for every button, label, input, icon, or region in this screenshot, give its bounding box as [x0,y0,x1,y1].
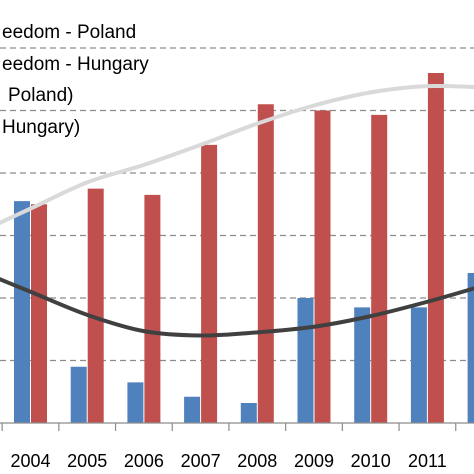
bar-poland-2007 [184,396,201,423]
bar-hungary-2007 [201,144,218,423]
trendlines [0,83,474,338]
gridlines [0,47,474,362]
trendline-poland [0,83,474,225]
bar-hungary-2010 [371,114,388,423]
bar-hungary-2006 [144,194,161,423]
x-tick-label-2007: 2007 [181,451,221,471]
bar-poland-2008 [240,403,257,423]
bar-hungary-2008 [257,104,274,423]
bar-poland-2012 [467,273,474,423]
bar-poland-2011 [410,307,427,423]
x-axis-ticks: 2004200520062007200820092010201120 [1,423,457,471]
legend-entry-3: Poland) [8,85,74,106]
x-tick-label-2005: 2005 [67,451,107,471]
legend-entry-4: Hungary) [2,117,80,138]
x-tick-label-2009: 2009 [294,451,334,471]
x-tick-label-2004: 2004 [10,451,50,471]
x-tick-label-2008: 2008 [237,451,277,471]
x-tick-label-2011: 2011 [408,451,447,471]
bar-hungary-2011 [427,73,444,423]
legend: eedom - Poland eedom - Hungary Poland) H… [2,22,149,138]
legend-entry-1: eedom - Poland [2,22,136,43]
legend-entry-2: eedom - Hungary [2,54,149,75]
x-tick-label-2006: 2006 [124,451,164,471]
bar-poland-2009 [297,298,314,423]
bar-hungary-2004 [31,204,47,423]
bar-poland-2006 [127,382,144,423]
bar-poland-2005 [70,366,87,423]
bar-hungary-2009 [314,110,331,423]
x-tick-label-2010: 2010 [351,451,391,471]
bars [14,73,474,423]
bar-poland-2010 [354,307,371,423]
bar-poland-2004 [14,201,30,423]
bar-hungary-2005 [87,188,104,423]
trendline-hungary [0,277,474,338]
